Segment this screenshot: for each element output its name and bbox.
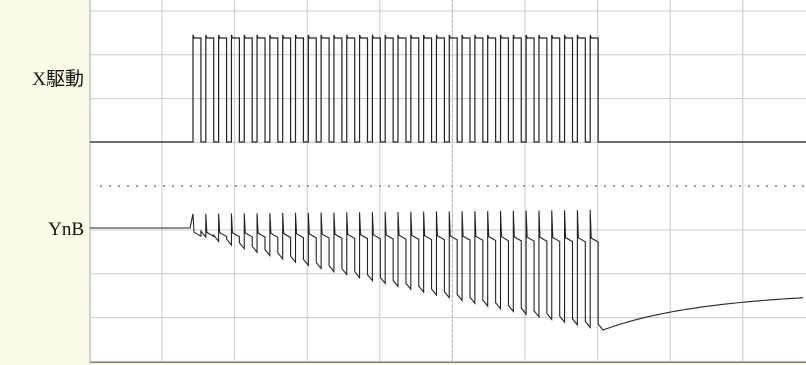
oscilloscope-screen: X駆動 YnB [0, 0, 806, 365]
waveform-display [0, 0, 806, 365]
